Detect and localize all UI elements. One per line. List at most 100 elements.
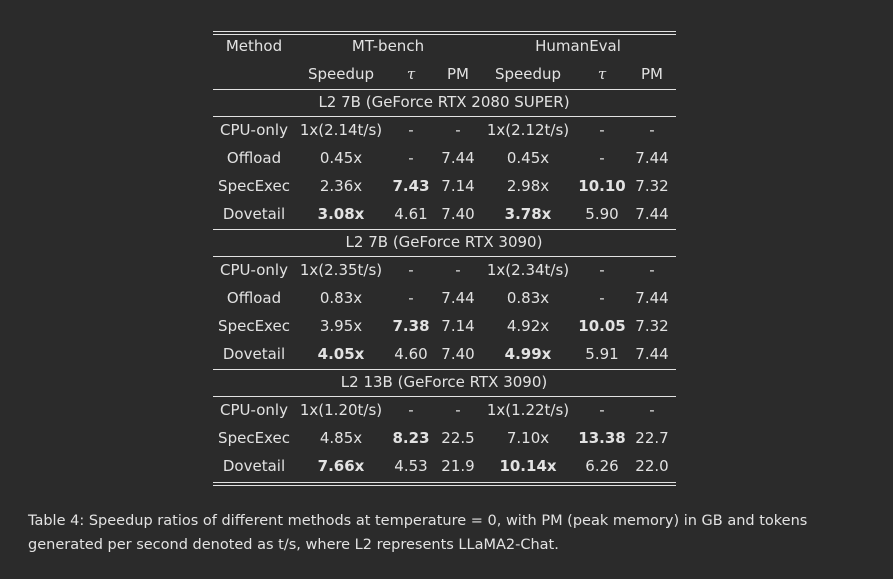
value-cell: 8.23 [392,429,430,447]
value-cell: - [408,401,414,419]
rule [213,369,676,370]
value-cell: 7.40 [441,345,475,363]
value-cell: 7.14 [441,177,475,195]
rule [213,116,676,117]
bottom-rule [213,485,676,486]
value-cell: 2.36x [319,177,363,195]
value-cell: 1x(2.14t/s) [299,121,383,139]
value-cell: 1x(2.12t/s) [486,121,570,139]
value-cell: - [599,401,605,419]
group-title: L2 7B (GeForce RTX 3090) [345,233,543,251]
value-cell: 7.40 [441,205,475,223]
value-cell: 13.38 [578,429,626,447]
value-cell: - [599,289,605,307]
value-cell: 22.7 [635,429,669,447]
value-cell: 0.83x [319,289,363,307]
value-cell: 1x(1.22t/s) [486,401,570,419]
value-cell: 7.44 [635,149,669,167]
value-cell: 7.44 [635,205,669,223]
value-cell: 10.05 [578,317,626,335]
rule [213,89,676,90]
value-cell: 4.61 [394,205,428,223]
value-cell: 7.44 [441,289,475,307]
value-cell: 7.66x [317,457,365,475]
value-cell: 5.91 [585,345,619,363]
header-cell: Method [225,37,283,55]
value-cell: - [455,121,461,139]
value-cell: 7.10x [506,429,550,447]
value-cell: 22.0 [635,457,669,475]
value-cell: 1x(2.34t/s) [486,261,570,279]
value-cell: - [408,289,414,307]
value-cell: - [408,149,414,167]
subheader-cell: Speedup [307,65,375,83]
rule [213,256,676,257]
value-cell: 7.38 [392,317,430,335]
value-cell: - [649,121,655,139]
value-cell: 10.10 [578,177,626,195]
value-cell: - [408,121,414,139]
value-cell: 1x(1.20t/s) [299,401,383,419]
value-cell: 4.99x [504,345,552,363]
value-cell: 7.43 [392,177,430,195]
value-cell: 7.14 [441,317,475,335]
value-cell: 0.45x [319,149,363,167]
subheader-cell: Speedup [494,65,562,83]
method-cell: Offload [226,289,282,307]
bottom-rule [213,482,676,483]
value-cell: 0.83x [506,289,550,307]
value-cell: 0.45x [506,149,550,167]
method-cell: SpecExec [218,429,290,447]
value-cell: - [455,261,461,279]
subheader-cell: PM [447,65,469,83]
value-cell: 7.44 [635,289,669,307]
method-cell: Dovetail [222,457,286,475]
value-cell: 4.85x [319,429,363,447]
value-cell: 4.92x [506,317,550,335]
method-cell: Offload [226,149,282,167]
value-cell: - [649,261,655,279]
subheader-cell: PM [641,65,663,83]
value-cell: 7.32 [635,317,669,335]
method-cell: SpecExec [218,177,290,195]
value-cell: 2.98x [506,177,550,195]
top-rule [213,31,676,32]
value-cell: 4.53 [394,457,428,475]
method-cell: CPU-only [220,401,288,419]
value-cell: - [455,401,461,419]
value-cell: - [599,121,605,139]
value-cell: 3.78x [504,205,552,223]
method-cell: CPU-only [220,121,288,139]
value-cell: 7.44 [635,345,669,363]
top-rule [213,34,676,35]
caption: Table 4: Speedup ratios of different met… [28,513,808,553]
method-cell: Dovetail [222,205,286,223]
value-cell: - [649,401,655,419]
group-title: L2 13B (GeForce RTX 3090) [340,373,548,391]
method-cell: CPU-only [220,261,288,279]
value-cell: 7.32 [635,177,669,195]
value-cell: 5.90 [585,205,619,223]
value-cell: 21.9 [441,457,475,475]
value-cell: 3.95x [319,317,363,335]
value-cell: 1x(2.35t/s) [299,261,383,279]
value-cell: 10.14x [499,457,557,475]
rule [213,396,676,397]
method-cell: SpecExec [218,317,290,335]
header-cell: MT-bench [351,37,425,55]
rule [213,229,676,230]
value-cell: 6.26 [585,457,619,475]
value-cell: 4.60 [394,345,428,363]
group-title: L2 7B (GeForce RTX 2080 SUPER) [318,93,570,111]
value-cell: 22.5 [441,429,475,447]
value-cell: 4.05x [317,345,365,363]
method-cell: Dovetail [222,345,286,363]
value-cell: - [599,261,605,279]
value-cell: 7.44 [441,149,475,167]
value-cell: - [599,149,605,167]
value-cell: - [408,261,414,279]
header-cell: HumanEval [535,37,621,55]
value-cell: 3.08x [317,205,365,223]
subheader-cell: τ [406,65,416,83]
